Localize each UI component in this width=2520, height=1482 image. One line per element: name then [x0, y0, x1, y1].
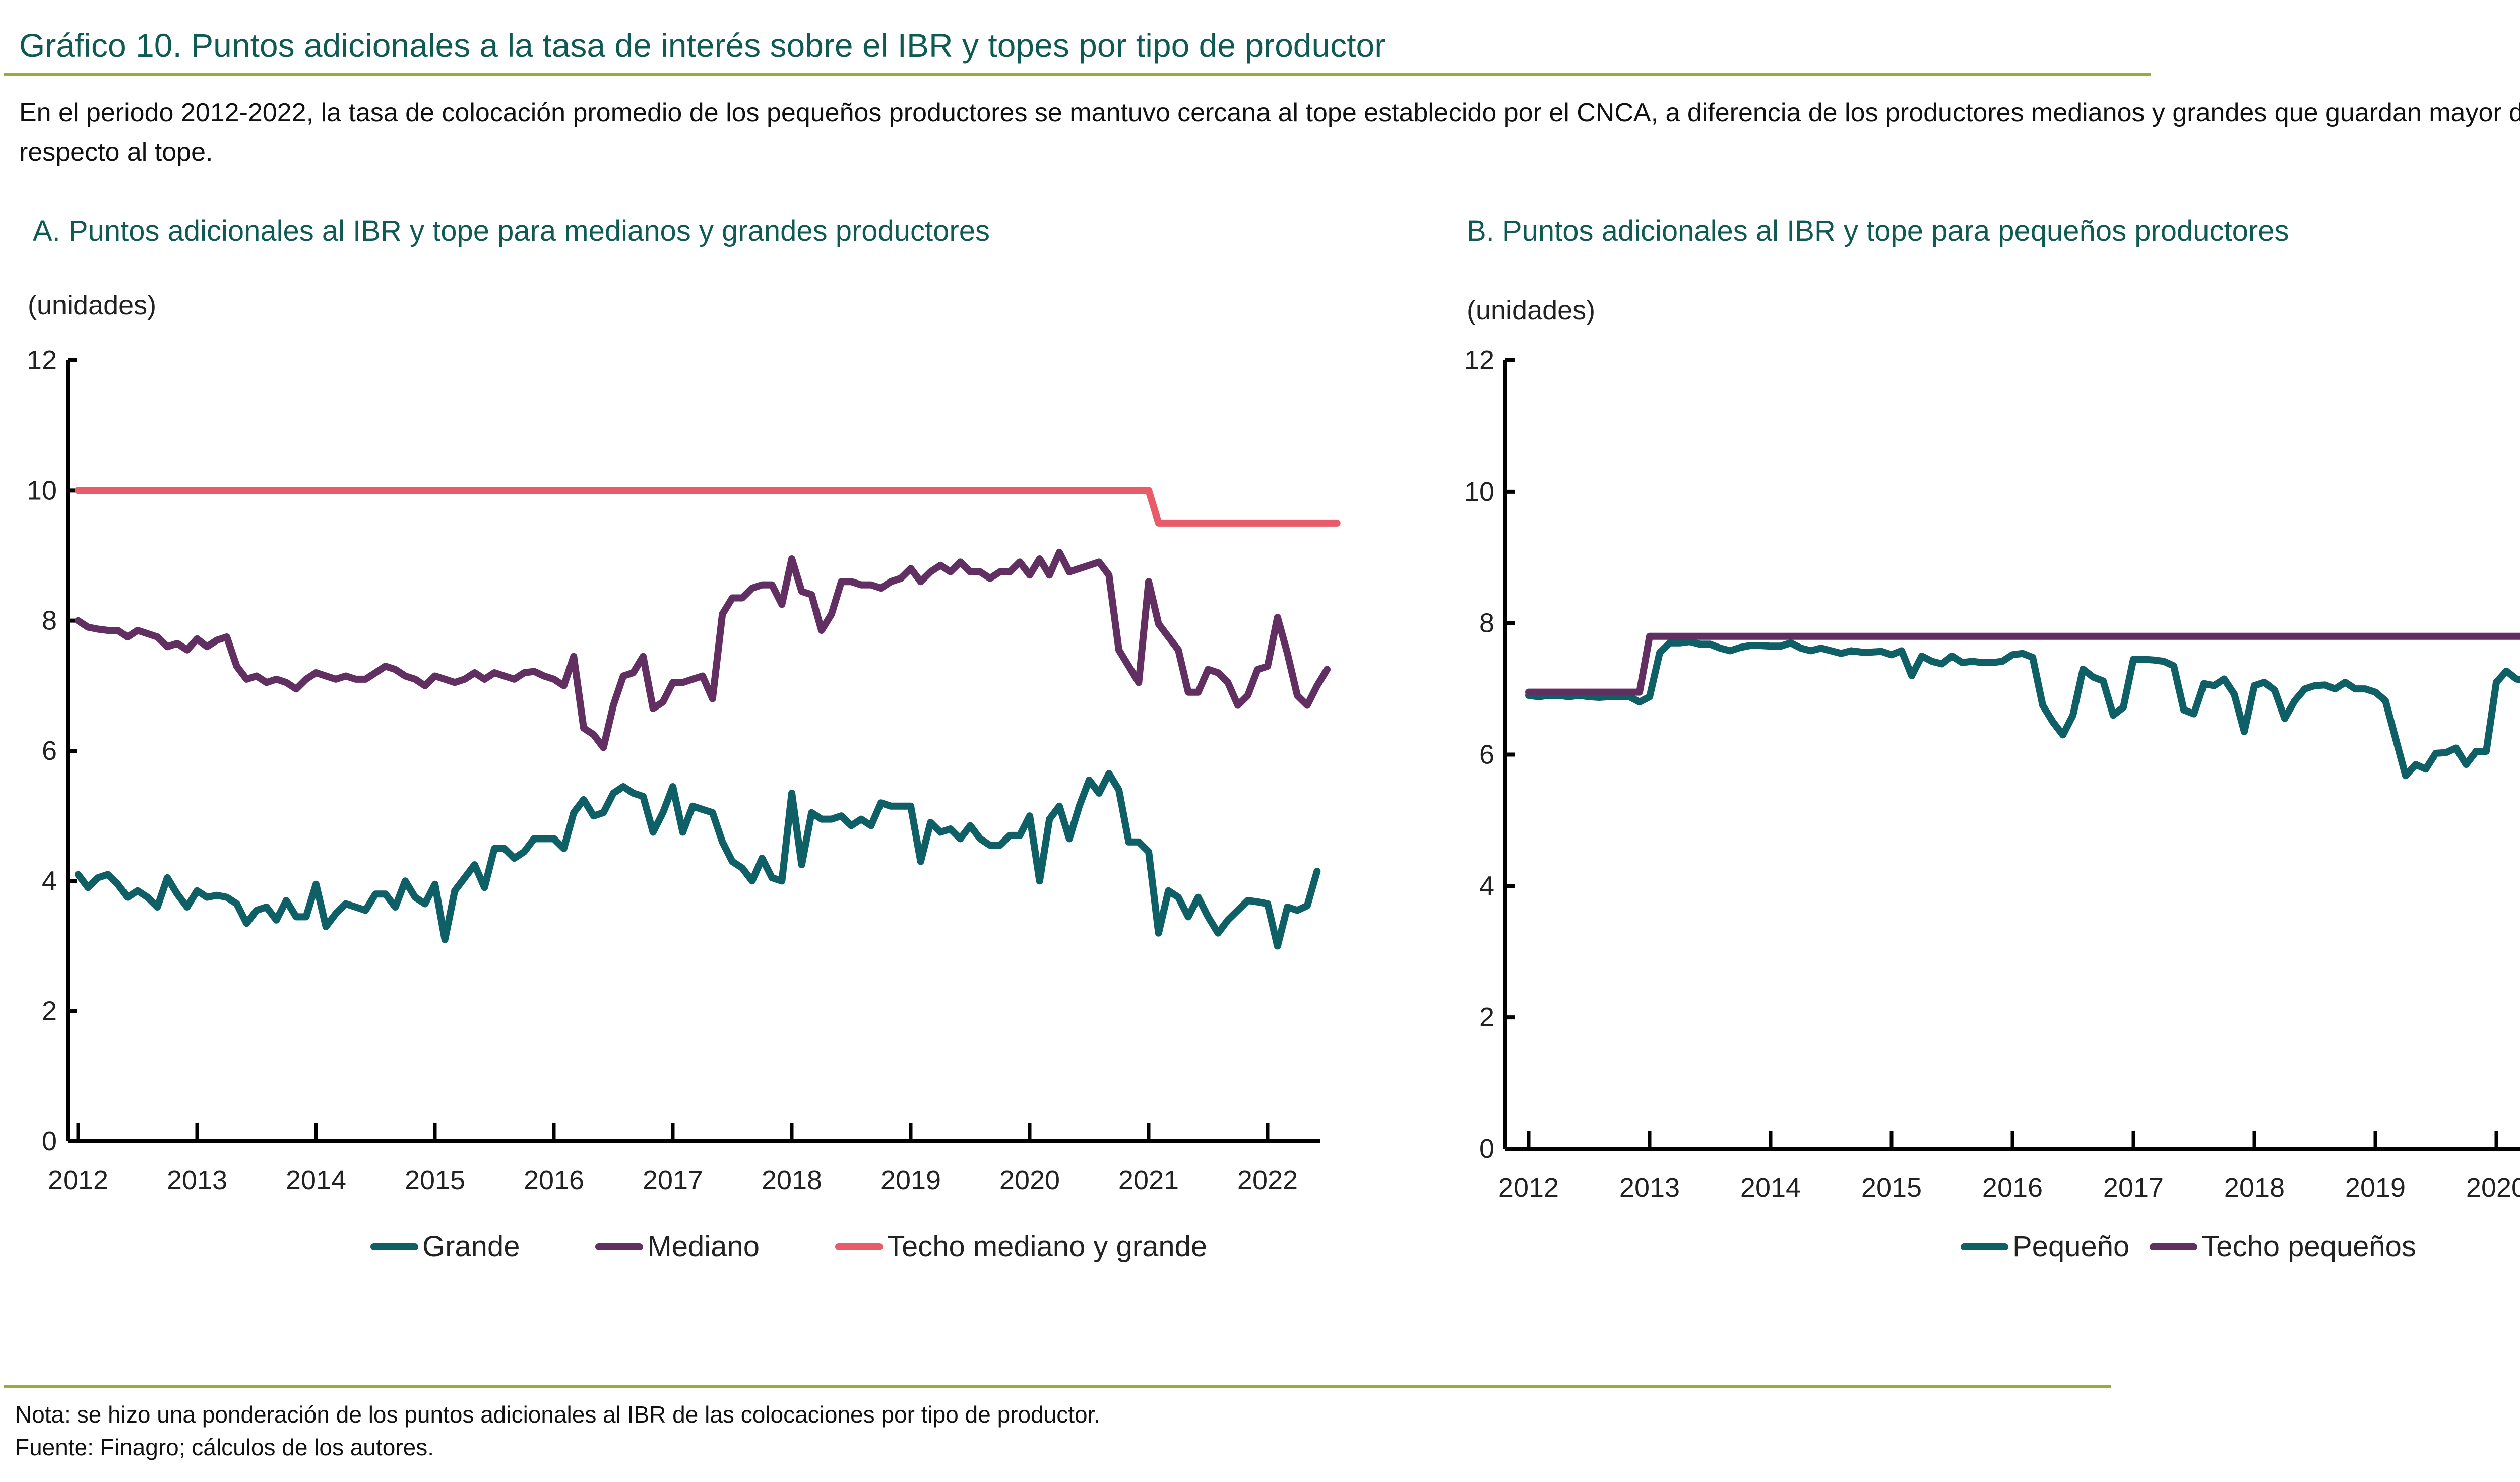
panel-a-legend: Grande Mediano Techo mediano y grande [370, 1230, 1283, 1263]
legend-swatch-mediano [595, 1243, 644, 1250]
panel-b-legend: Pequeño Techo pequeños [1961, 1230, 2492, 1263]
panel-a-x-tick-label: 2015 [405, 1165, 465, 1195]
legend-label-mediano: Mediano [647, 1230, 760, 1263]
panel-b-y-tick-label: 0 [1479, 1134, 1494, 1164]
legend-label-techo-p: Techo pequeños [2201, 1230, 2416, 1263]
legend-label-techo-mg: Techo mediano y grande [887, 1230, 1208, 1263]
panel-b-y-tick-label: 6 [1479, 740, 1494, 770]
title-divider [4, 73, 2151, 76]
note-text: Nota: se hizo una ponderación de los pun… [15, 1401, 1101, 1428]
panel-a-x-tick-label: 2014 [286, 1165, 346, 1195]
panel-b-y-tick-label: 8 [1479, 608, 1494, 638]
panel-b-x-tick-label: 2018 [2224, 1173, 2285, 1203]
panel-b-title: B. Puntos adicionales al IBR y tope para… [1467, 215, 2289, 247]
panel-a-series-mediano [75, 549, 1331, 751]
panel-a-y-tick-label: 0 [42, 1126, 57, 1156]
notes-divider [4, 1385, 2111, 1388]
legend-swatch-grande [370, 1243, 418, 1250]
panel-b-x-tick-label: 2014 [1740, 1173, 1801, 1203]
figure-title: Gráfico 10. Puntos adicionales a la tasa… [19, 27, 1386, 64]
legend-techo-p: Techo pequeños [2150, 1230, 2416, 1263]
panel-b-x-tick-label: 2017 [2103, 1173, 2164, 1203]
panel-b-chart: 0 2 4 6 8 10 12 2012 2013 2014 2015 2016 2017 2018 201… [1464, 345, 2520, 1203]
legend-label-grande: Grande [422, 1230, 520, 1263]
panel-a-units: (unidades) [28, 290, 157, 320]
legend-mediano: Mediano [595, 1230, 760, 1263]
legend-swatch-pequeno [1961, 1243, 2008, 1250]
panel-b-y-tick-label: 12 [1464, 345, 1494, 375]
panel-b-y-tick-label: 2 [1479, 1002, 1494, 1033]
legend-swatch-techo-p [2150, 1243, 2198, 1250]
panel-a-title: A. Puntos adicionales al IBR y tope para… [33, 215, 990, 247]
panel-b-x-tick-label: 2013 [1619, 1173, 1680, 1203]
panel-a-y-tick-label: 8 [42, 606, 57, 636]
panel-b-x-tick-label: 2012 [1498, 1173, 1559, 1203]
panel-a-x-tick-label: 2017 [643, 1165, 703, 1195]
legend-swatch-techo-mg [835, 1243, 883, 1250]
panel-b-y-tick-label: 4 [1479, 871, 1494, 901]
panel-b-x-tick-label: 2016 [1982, 1173, 2043, 1203]
panel-a-x-tick-label: 2020 [999, 1165, 1060, 1195]
panel-a-y-tick-label: 6 [42, 736, 57, 766]
panel-a-series-techo-mediano-y-grande [75, 487, 1341, 527]
panel-a-series-grande [75, 770, 1321, 950]
source-text: Fuente: Finagro; cálculos de los autores… [15, 1434, 434, 1460]
panel-a-x-tick-label: 2021 [1118, 1165, 1179, 1195]
legend-grande: Grande [370, 1230, 520, 1263]
panel-a-y-tick-label: 4 [42, 866, 57, 896]
panel-b-x-tick-label: 2015 [1861, 1173, 1922, 1203]
panel-b-series-techo-pequeños [1525, 632, 2520, 696]
legend-pequeno: Pequeño [1961, 1230, 2129, 1263]
panel-b-x-tick-label: 2020 [2466, 1173, 2520, 1203]
panel-a-x-tick-label: 2012 [48, 1165, 108, 1195]
panel-a-x-tick-label: 2013 [167, 1165, 227, 1195]
panel-a-y-tick-label: 2 [42, 996, 57, 1026]
panel-b-units: (unidades) [1467, 295, 1596, 326]
panel-a-x-tick-label: 2019 [880, 1165, 941, 1195]
legend-label-pequeno: Pequeño [2012, 1230, 2130, 1263]
panel-a-x-tick-label: 2016 [524, 1165, 584, 1195]
panel-b-x-tick-label: 2019 [2345, 1173, 2406, 1203]
panel-a-chart: 0 2 4 6 8 10 12 2012 2013 2014 2015 2016 2017 2018 201… [27, 345, 1341, 1195]
panel-b-series-pequeño [1525, 638, 2520, 780]
panel-b-y-tick-label: 10 [1464, 477, 1494, 507]
panel-a-x-tick-label: 2022 [1237, 1165, 1298, 1195]
legend-techo-mg: Techo mediano y grande [835, 1230, 1207, 1263]
panel-a-y-tick-label: 10 [27, 475, 57, 505]
panel-a-x-tick-label: 2018 [762, 1165, 822, 1195]
figure-subtitle: En el periodo 2012-2022, la tasa de colo… [19, 98, 2520, 167]
panel-a-y-tick-label: 12 [27, 345, 57, 375]
